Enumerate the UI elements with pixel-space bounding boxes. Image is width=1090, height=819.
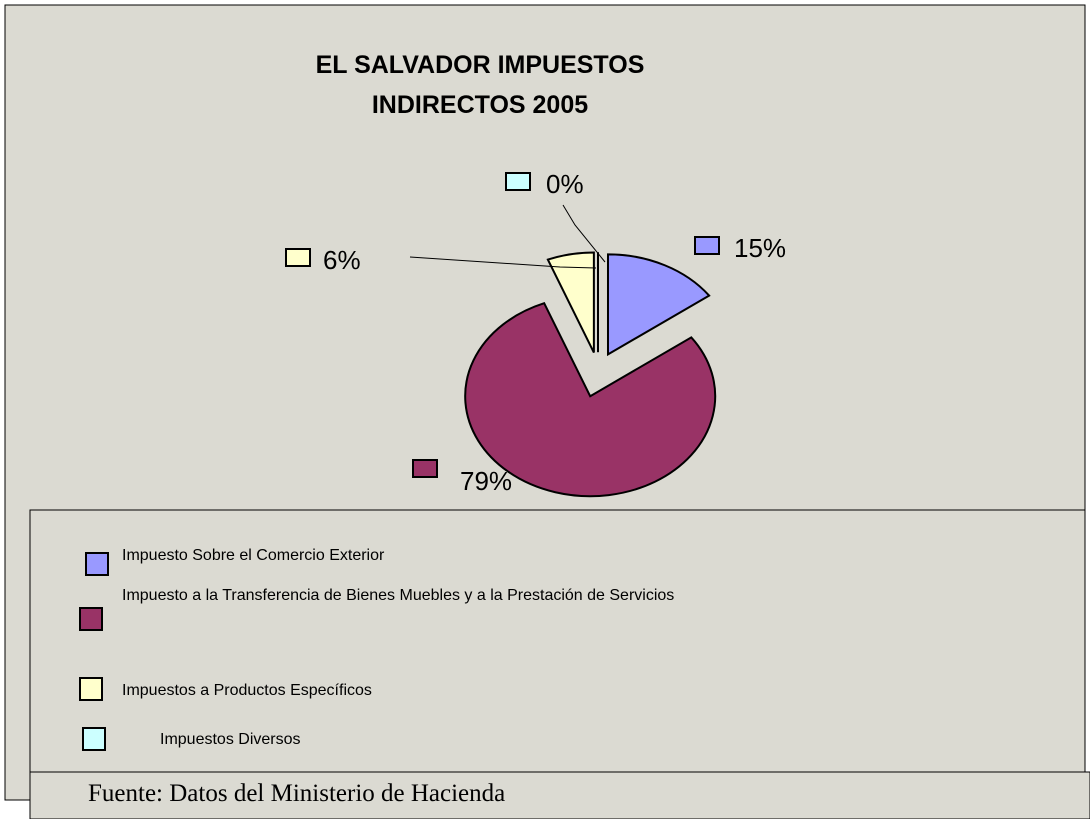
legend-label: Impuesto a la Transferencia de Bienes Mu… (122, 587, 675, 604)
data-label: 6% (323, 245, 361, 275)
leader-line (562, 204, 606, 263)
legend-label: Impuestos Diversos (160, 731, 301, 748)
legend-label: Impuesto Sobre el Comercio Exterior (122, 547, 385, 564)
legend-swatch (82, 727, 106, 751)
label-swatch (285, 248, 311, 267)
label-swatch (505, 172, 531, 191)
leader-line (409, 256, 597, 269)
source-box (29, 771, 1090, 819)
legend-swatch (85, 552, 109, 576)
data-label: 79% (460, 466, 512, 496)
legend-label: Impuestos a Productos Específicos (122, 682, 372, 699)
chart-title: EL SALVADOR IMPUESTOS INDIRECTOS 2005 (315, 51, 645, 119)
data-label: 0% (546, 169, 584, 199)
data-label: 15% (734, 233, 786, 263)
source-note: Fuente: Datos del Ministerio de Hacienda (88, 780, 506, 807)
label-swatch (412, 459, 438, 478)
legend-swatch (79, 677, 103, 701)
pie-slice (606, 253, 711, 357)
legend-swatch (79, 607, 103, 631)
label-swatch (694, 236, 720, 255)
pie-slice (464, 302, 717, 498)
legend-box (29, 509, 1086, 801)
pie-slice (546, 251, 595, 353)
